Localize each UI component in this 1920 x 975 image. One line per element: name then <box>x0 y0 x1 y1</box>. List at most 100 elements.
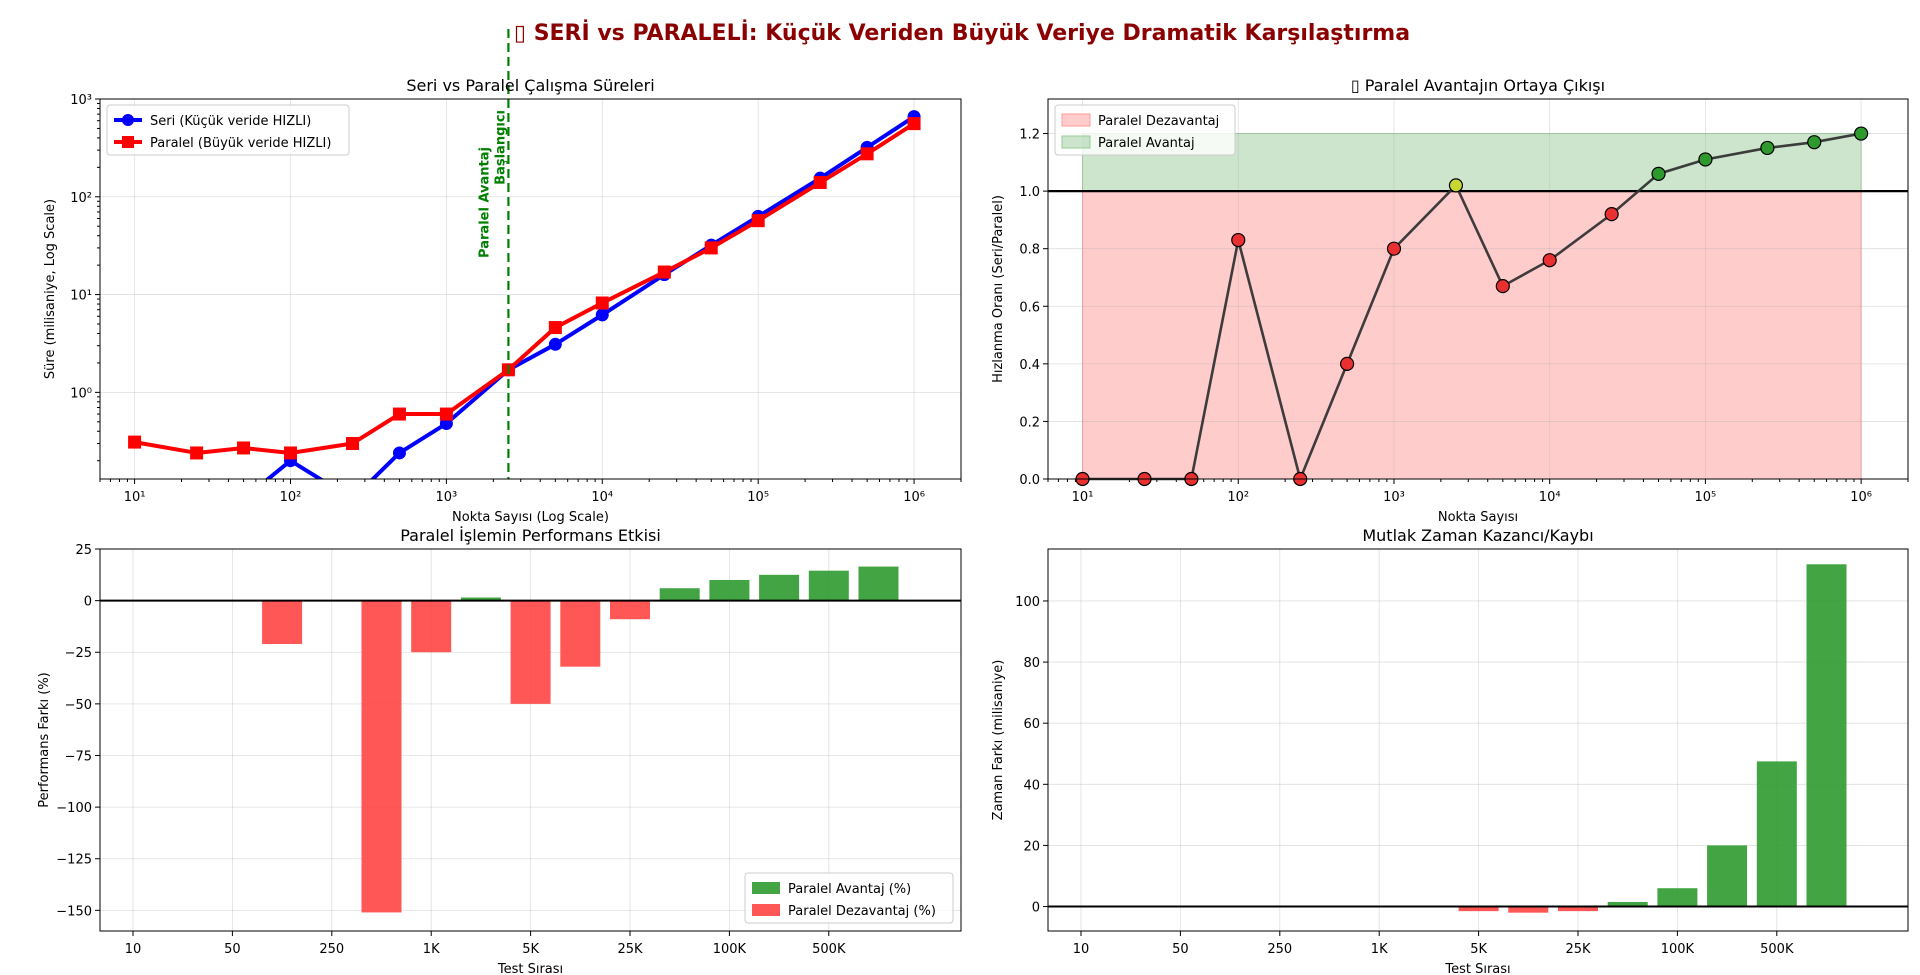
bar <box>1806 564 1847 907</box>
y-axis-label: Zaman Farkı (milisaniye) <box>991 660 1006 821</box>
bar <box>1756 761 1797 907</box>
chart-title: Paralel İşlemin Performans Etkisi <box>400 526 661 545</box>
y-tick-label: 10³ <box>70 93 92 108</box>
bar <box>659 588 700 601</box>
legend-swatch <box>752 904 780 916</box>
bar <box>361 600 402 913</box>
data-point <box>439 407 453 421</box>
chart-speedup: 10¹ 10² 10³ 10⁴ 10⁵ 10⁶ 0.0 0.2 0.4 0.6 0.8 1.0 1.2 ▯… <box>991 76 1909 525</box>
legend-swatch <box>752 882 780 894</box>
y-tick-label: −25 <box>65 646 92 661</box>
x-tick-label: 250 <box>319 942 344 957</box>
data-point <box>190 446 204 460</box>
annotation-label: Paralel Avantaj <box>477 147 492 258</box>
x-tick-label: 1K <box>1371 942 1388 957</box>
bar <box>1707 845 1748 907</box>
y-tick-label: 1.2 <box>1019 128 1040 143</box>
data-point <box>595 296 609 310</box>
bar <box>262 600 303 644</box>
y-tick-label: 10⁰ <box>70 386 92 401</box>
plot-frame <box>1047 98 1909 480</box>
y-tick-label: 0.0 <box>1019 473 1040 488</box>
data-point <box>392 446 406 460</box>
bar <box>460 597 501 601</box>
data-point <box>1698 152 1713 167</box>
x-tick-label: 25K <box>1565 942 1591 957</box>
bar <box>610 600 650 620</box>
legend-entry: Paralel Avantaj (%) <box>788 882 911 897</box>
x-tick-label: 1K <box>423 942 440 957</box>
legend-entry: Paralel Dezavantaj <box>1098 114 1219 129</box>
y-tick-label: 0 <box>1032 901 1040 916</box>
data-point <box>392 407 406 421</box>
data-point <box>751 214 765 228</box>
data-point <box>1231 232 1246 248</box>
data-point <box>346 493 359 506</box>
data-point <box>283 446 297 460</box>
bar <box>1508 906 1549 913</box>
x-axis-label: Test Sırası <box>497 962 563 975</box>
plot-area <box>128 110 921 506</box>
chart-performance-impact: −150 −125 −100 −75 −50 −25 0 25 10 50 250 1K 5K 25K 10… <box>37 526 962 975</box>
series-line <box>264 114 916 479</box>
plot-frame <box>1047 548 1909 932</box>
x-tick-label: 10³ <box>435 490 457 505</box>
x-tick-label: 10 <box>1073 942 1090 957</box>
data-point <box>1495 279 1510 294</box>
bar <box>1607 901 1648 907</box>
y-tick-label: 0.2 <box>1019 415 1040 430</box>
legend-entry: Seri (Küçük veride HIZLI) <box>150 114 311 129</box>
data-point <box>128 435 142 449</box>
y-tick-label: −75 <box>65 749 92 764</box>
annotation-label-2: Başlangıcı <box>493 110 508 185</box>
bar <box>510 600 551 704</box>
x-tick-label: 10¹ <box>124 490 146 505</box>
chart-title: Mutlak Zaman Kazancı/Kaybı <box>1362 526 1593 545</box>
y-tick-label: 10² <box>70 191 92 206</box>
data-point <box>548 321 562 335</box>
y-tick-label: 20 <box>1023 839 1040 854</box>
legend-swatch-marker <box>122 114 134 126</box>
y-tick-label: −150 <box>56 904 92 919</box>
x-axis-label: Nokta Sayısı (Log Scale) <box>452 510 609 525</box>
bar <box>1458 906 1499 912</box>
y-tick-label: −100 <box>56 801 92 816</box>
chart-title: Seri vs Paralel Çalışma Süreleri <box>406 76 654 95</box>
bar <box>858 566 899 601</box>
y-tick-label: 60 <box>1023 717 1040 732</box>
legend-box <box>106 104 350 156</box>
x-tick-label: 500K <box>812 942 846 957</box>
x-tick-label: 10¹ <box>1072 490 1094 505</box>
data-point <box>237 441 251 455</box>
legend-entry: Paralel Avantaj <box>1098 136 1195 151</box>
y-tick-label: 0.8 <box>1019 243 1040 258</box>
x-tick-label: 10⁴ <box>591 490 613 505</box>
x-tick-label: 5K <box>522 942 539 957</box>
legend: Paralel Avantaj (%) Paralel Dezavantaj (%… <box>744 872 954 924</box>
bar <box>808 570 849 601</box>
x-tick-label: 5K <box>1470 942 1487 957</box>
x-axis-label: Test Sırası <box>1444 962 1510 975</box>
data-point <box>907 117 921 131</box>
legend: Seri (Küçük veride HIZLI) Paralel (Büyük … <box>106 104 350 156</box>
x-tick-label: 250 <box>1267 942 1292 957</box>
data-point <box>704 241 718 255</box>
x-tick-label: 10² <box>280 490 302 505</box>
y-tick-label: 0.4 <box>1019 358 1040 373</box>
x-axis-label: Nokta Sayısı <box>1438 510 1518 525</box>
data-point <box>657 265 671 279</box>
data-point <box>548 337 562 351</box>
data-point <box>237 493 250 506</box>
legend-box <box>744 872 954 924</box>
chart-absolute-time: 0 20 40 60 80 100 10 50 250 1K 5K 25K 100K 500K Mutlak… <box>991 526 1909 975</box>
legend-entry: Paralel Dezavantaj (%) <box>788 904 936 919</box>
data-point <box>1854 126 1869 141</box>
data-point <box>1386 241 1402 256</box>
plot-frame <box>99 548 962 932</box>
series-line <box>134 121 916 455</box>
legend-swatch-marker <box>122 136 134 148</box>
y-tick-label: 80 <box>1023 656 1040 671</box>
legend-swatch <box>1061 113 1091 127</box>
data-point <box>1651 166 1666 181</box>
